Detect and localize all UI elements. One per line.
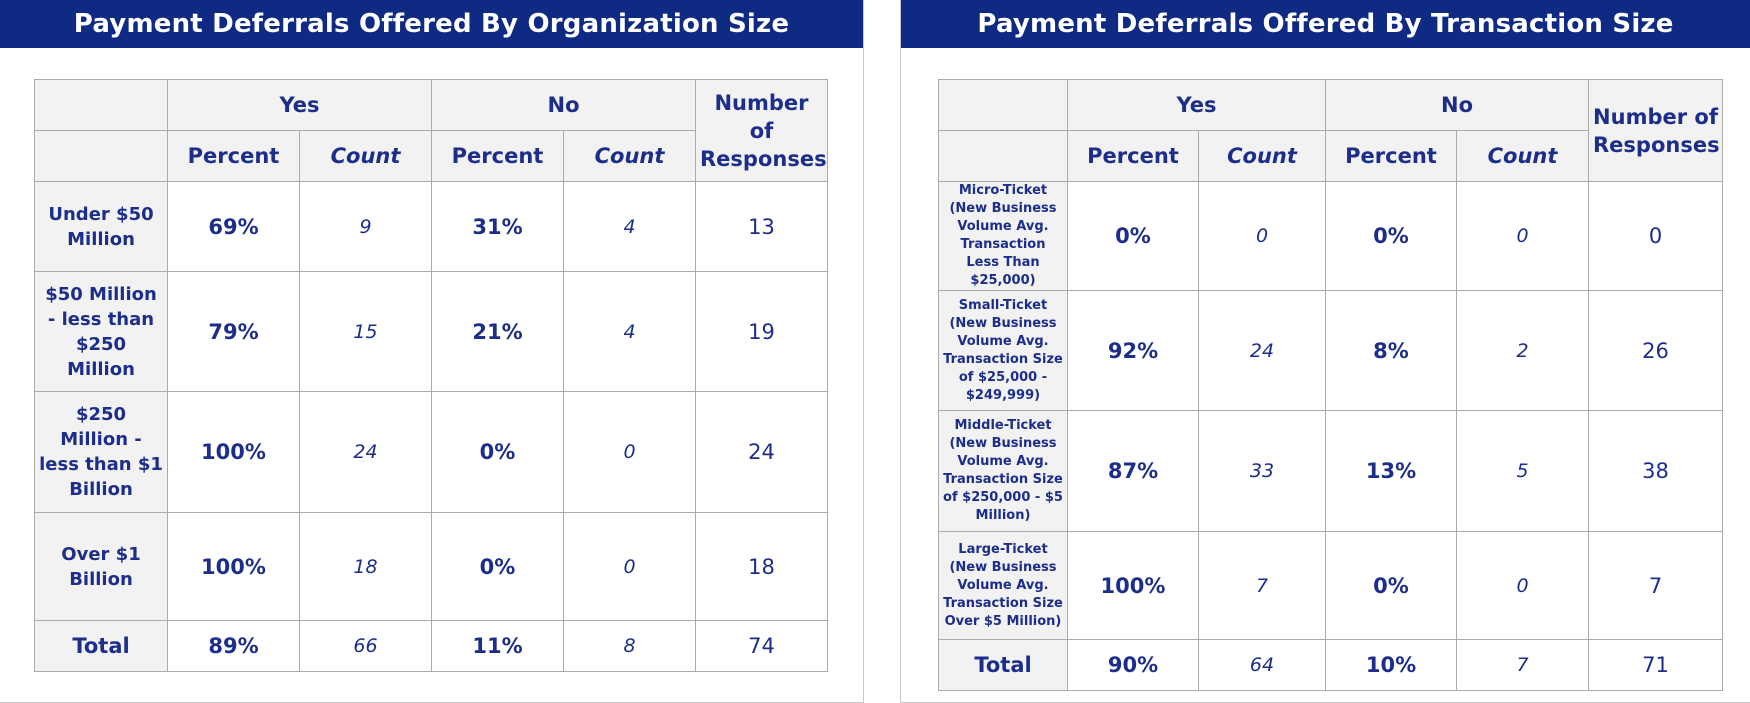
no-count: 0	[1455, 531, 1590, 640]
yes-count: 33	[1198, 410, 1326, 532]
yes-percent: 69%	[167, 181, 300, 272]
yes-percent: 100%	[167, 512, 300, 621]
transaction-size-panel: Payment Deferrals Offered By Transaction…	[900, 0, 1750, 703]
responses: 71	[1588, 639, 1724, 691]
yes-count: 15	[299, 271, 432, 392]
total-row: Total 89% 66 11% 8 74	[34, 620, 829, 672]
yes-count: 24	[1198, 290, 1326, 411]
no-percent: 21%	[431, 271, 564, 392]
no-count: 5	[1455, 410, 1590, 532]
no-count: 4	[562, 271, 697, 392]
table-row: Under $50 Million 69% 9 31% 4 13	[34, 181, 829, 272]
corner-cell	[938, 79, 1068, 131]
row-label: Small-Ticket (New Business Volume Avg. T…	[938, 290, 1068, 411]
total-label: Total	[938, 639, 1068, 691]
row-label: Micro-Ticket (New Business Volume Avg. T…	[938, 181, 1068, 291]
yes-header: Yes	[167, 79, 432, 131]
row-label: Middle-Ticket (New Business Volume Avg. …	[938, 410, 1068, 532]
no-count: 0	[562, 512, 697, 621]
header-row-sub: Percent Count Percent Count	[34, 130, 828, 182]
no-count: 2	[1455, 290, 1590, 411]
organization-size-panel: Payment Deferrals Offered By Organizatio…	[0, 0, 864, 703]
yes-percent: 0%	[1067, 181, 1199, 291]
yes-count: 66	[299, 620, 432, 672]
yes-percent-header: Percent	[167, 130, 300, 182]
responses: 24	[695, 391, 829, 513]
yes-count: 24	[299, 391, 432, 513]
corner-cell	[34, 130, 168, 182]
organization-size-table: Yes No Number of Responses Percent Count…	[34, 79, 829, 672]
yes-count-header: Count	[299, 130, 432, 182]
yes-count: 9	[299, 181, 432, 272]
row-label: $250 Million - less than $1 Billion	[34, 391, 168, 513]
no-percent: 0%	[431, 512, 564, 621]
no-percent: 0%	[1325, 531, 1457, 640]
no-percent: 11%	[431, 620, 564, 672]
responses: 13	[695, 181, 829, 272]
no-count: 8	[562, 620, 697, 672]
row-label: Under $50 Million	[34, 181, 168, 272]
header-row-top: Yes No Number of Responses	[938, 79, 1724, 182]
yes-count: 7	[1198, 531, 1326, 640]
header-row-top: Yes No Number of Responses	[34, 79, 829, 182]
table-row: Over $1 Billion 100% 18 0% 0 18	[34, 512, 829, 621]
transaction-size-table: Yes No Number of Responses Percent Count…	[938, 79, 1724, 691]
responses: 0	[1588, 181, 1724, 291]
no-count: 0	[1455, 181, 1590, 291]
row-label: Large-Ticket (New Business Volume Avg. T…	[938, 531, 1068, 640]
row-label: $50 Million - less than $250 Million	[34, 271, 168, 392]
table-row: $250 Million - less than $1 Billion 100%…	[34, 391, 829, 513]
yes-count-header: Count	[1198, 130, 1326, 182]
yes-percent: 89%	[167, 620, 300, 672]
yes-percent: 90%	[1067, 639, 1199, 691]
corner-cell	[938, 130, 1068, 182]
panel-title: Payment Deferrals Offered By Organizatio…	[0, 0, 863, 48]
no-percent: 0%	[431, 391, 564, 513]
no-percent: 10%	[1325, 639, 1457, 691]
panel-title: Payment Deferrals Offered By Transaction…	[901, 0, 1750, 48]
yes-percent: 100%	[1067, 531, 1199, 640]
no-count-header: Count	[562, 130, 697, 182]
responses: 19	[695, 271, 829, 392]
no-header: No	[430, 79, 697, 131]
total-row: Total 90% 64 10% 7 71	[938, 639, 1724, 691]
responses: 38	[1588, 410, 1724, 532]
no-percent: 31%	[431, 181, 564, 272]
table-row: Large-Ticket (New Business Volume Avg. T…	[938, 531, 1724, 640]
yes-count: 64	[1198, 639, 1326, 691]
no-percent-header: Percent	[1325, 130, 1457, 182]
no-header: No	[1324, 79, 1590, 131]
yes-header: Yes	[1067, 79, 1326, 131]
responses: 7	[1588, 531, 1724, 640]
yes-count: 0	[1198, 181, 1326, 291]
header-row-sub: Percent Count Percent Count	[938, 130, 1723, 182]
responses: 26	[1588, 290, 1724, 411]
yes-count: 18	[299, 512, 432, 621]
table-row: $50 Million - less than $250 Million 79%…	[34, 271, 829, 392]
table-row: Micro-Ticket (New Business Volume Avg. T…	[938, 181, 1724, 291]
responses-header: Number of Responses	[695, 79, 829, 182]
yes-percent: 79%	[167, 271, 300, 392]
no-count: 4	[562, 181, 697, 272]
no-count: 7	[1455, 639, 1590, 691]
yes-percent: 87%	[1067, 410, 1199, 532]
yes-percent: 92%	[1067, 290, 1199, 411]
corner-cell	[34, 79, 168, 131]
table-row: Middle-Ticket (New Business Volume Avg. …	[938, 410, 1724, 532]
no-count-header: Count	[1455, 130, 1590, 182]
no-percent: 0%	[1325, 181, 1457, 291]
no-percent: 13%	[1325, 410, 1457, 532]
responses: 74	[695, 620, 829, 672]
yes-percent: 100%	[167, 391, 300, 513]
no-percent: 8%	[1325, 290, 1457, 411]
total-label: Total	[34, 620, 168, 672]
responses: 18	[695, 512, 829, 621]
no-count: 0	[562, 391, 697, 513]
table-row: Small-Ticket (New Business Volume Avg. T…	[938, 290, 1724, 411]
yes-percent-header: Percent	[1067, 130, 1199, 182]
row-label: Over $1 Billion	[34, 512, 168, 621]
no-percent-header: Percent	[431, 130, 564, 182]
responses-header: Number of Responses	[1588, 79, 1724, 182]
